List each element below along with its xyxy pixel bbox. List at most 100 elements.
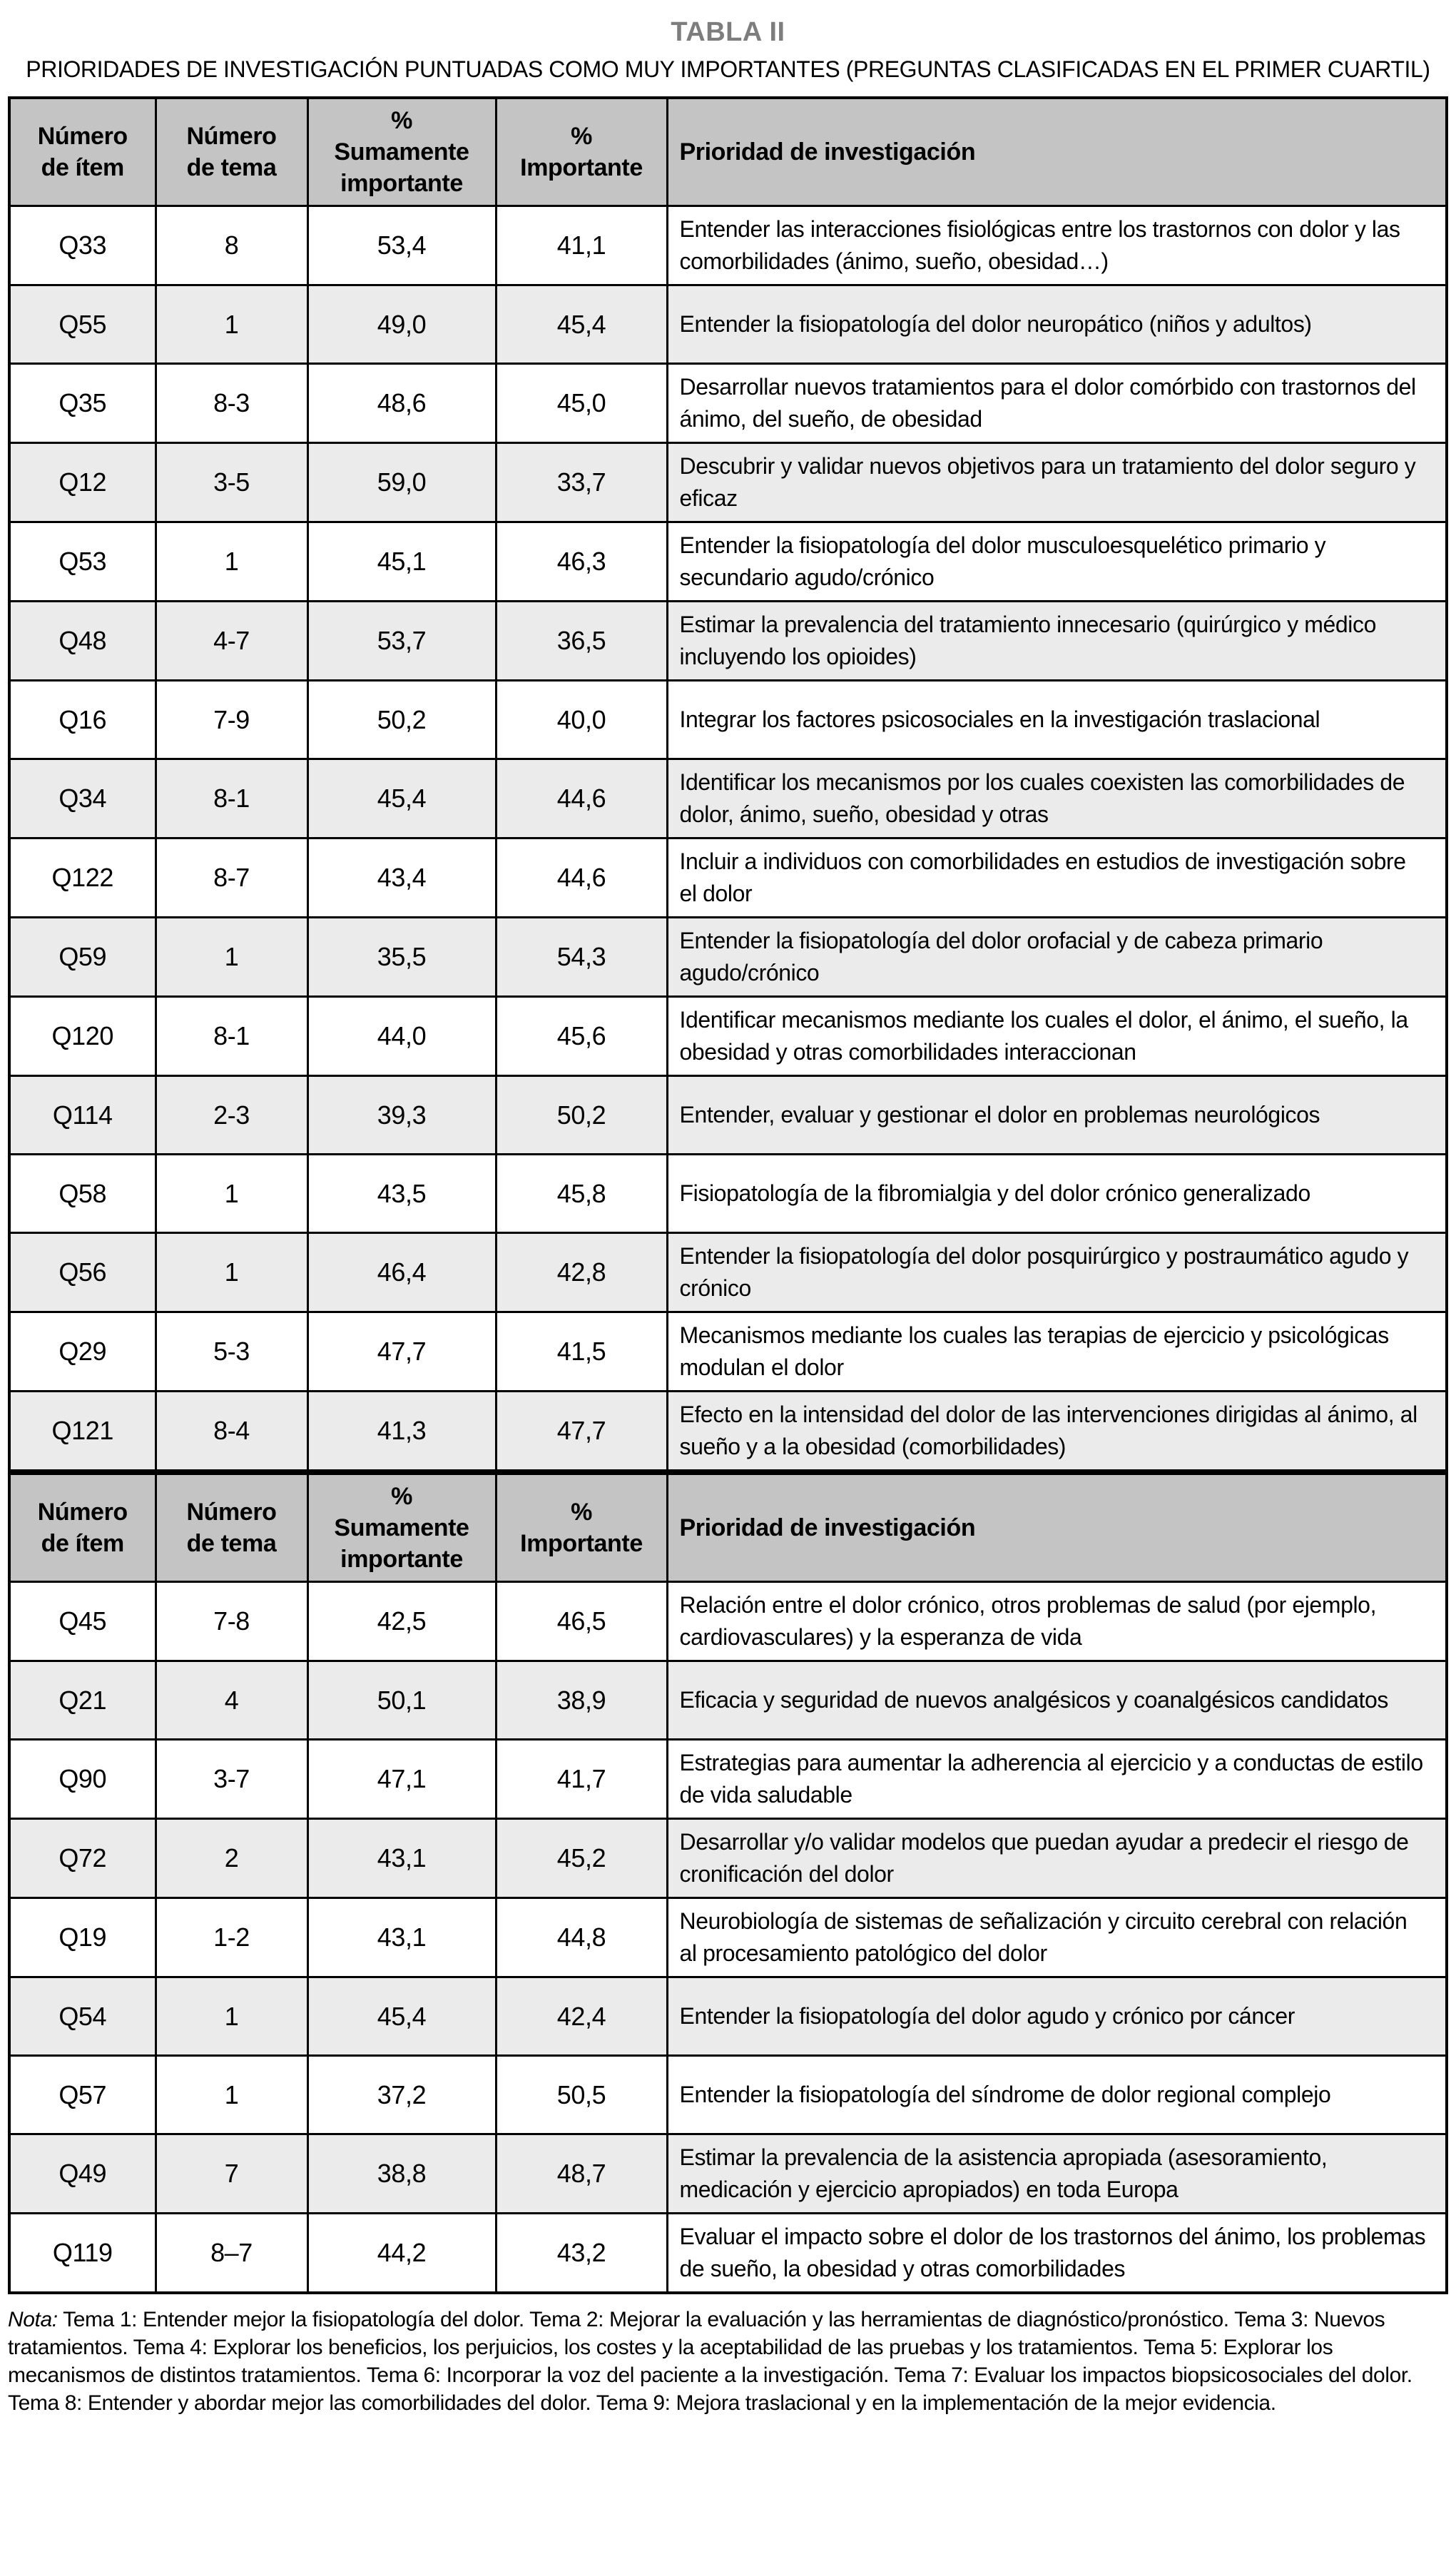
cell-importante: 50,5 [494, 2054, 668, 2135]
cell-importante: 40,0 [494, 679, 668, 760]
cell-importante: 41,7 [494, 1738, 668, 1820]
cell-tema: 1 [154, 1153, 309, 1234]
table-row: Q21 4 50,1 38,9 Eficacia y seguridad de nuev… [8, 1660, 1448, 1740]
column-header-tema: Número de tema [154, 1469, 309, 1583]
cell-item: Q53 [8, 521, 157, 602]
cell-item: Q21 [8, 1660, 157, 1740]
cell-importante: 44,6 [494, 758, 668, 839]
table-title: TABLA II [671, 17, 785, 47]
cell-sumamente: 45,1 [306, 521, 497, 602]
cell-importante: 45,8 [494, 1153, 668, 1234]
cell-prioridad: Fisiopatología de la fibromialgia y del … [666, 1153, 1448, 1234]
cell-item: Q45 [8, 1581, 157, 1662]
table-row: Q16 7-9 50,2 40,0 Integrar los factores psic… [8, 679, 1448, 760]
cell-item: Q57 [8, 2054, 157, 2135]
table-row: Q57 1 37,2 50,5 Entender la fisiopatología d… [8, 2054, 1448, 2135]
footnote: Nota: Tema 1: Entender mejor la fisiopat… [8, 2306, 1448, 2417]
cell-importante: 46,5 [494, 1581, 668, 1662]
cell-item: Q35 [8, 363, 157, 444]
cell-item: Q90 [8, 1738, 157, 1820]
cell-tema: 1 [154, 1976, 309, 2057]
cell-tema: 8 [154, 205, 309, 286]
cell-sumamente: 50,1 [306, 1660, 497, 1740]
cell-sumamente: 50,2 [306, 679, 497, 760]
table-row: Q29 5-3 47,7 41,5 Mecanismos mediante los cu… [8, 1311, 1448, 1392]
cell-sumamente: 48,6 [306, 363, 497, 444]
table-row: Q48 4-7 53,7 36,5 Estimar la prevalencia del… [8, 600, 1448, 681]
cell-importante: 46,3 [494, 521, 668, 602]
cell-sumamente: 37,2 [306, 2054, 497, 2135]
cell-item: Q48 [8, 600, 157, 681]
cell-item: Q34 [8, 758, 157, 839]
cell-sumamente: 41,3 [306, 1390, 497, 1474]
cell-item: Q122 [8, 837, 157, 918]
table-row: Q122 8-7 43,4 44,6 Incluir a individuos con … [8, 837, 1448, 918]
cell-prioridad: Entender la fisiopatología del dolor agu… [666, 1976, 1448, 2057]
cell-sumamente: 43,5 [306, 1153, 497, 1234]
table-row: Q54 1 45,4 42,4 Entender la fisiopatología d… [8, 1976, 1448, 2057]
cell-importante: 44,8 [494, 1897, 668, 1978]
cell-sumamente: 44,2 [306, 2212, 497, 2294]
cell-tema: 1 [154, 916, 309, 998]
cell-prioridad: Desarrollar y/o validar modelos que pued… [666, 1818, 1448, 1899]
cell-sumamente: 44,0 [306, 995, 497, 1077]
cell-importante: 45,4 [494, 284, 668, 365]
cell-prioridad: Eficacia y seguridad de nuevos analgésic… [666, 1660, 1448, 1740]
cell-prioridad: Identificar mecanismos mediante los cual… [666, 995, 1448, 1077]
cell-importante: 47,7 [494, 1390, 668, 1474]
page: TABLA II PRIORIDADES DE INVESTIGACIÓN PU… [8, 17, 1448, 2417]
cell-prioridad: Estrategias para aumentar la adherencia … [666, 1738, 1448, 1820]
cell-tema: 7-8 [154, 1581, 309, 1662]
cell-tema: 2 [154, 1818, 309, 1899]
cell-sumamente: 43,1 [306, 1818, 497, 1899]
cell-importante: 44,6 [494, 837, 668, 918]
column-header-item: Número de ítem [8, 1469, 157, 1583]
cell-importante: 45,2 [494, 1818, 668, 1899]
table-row: Q45 7-8 42,5 46,5 Relación entre el dolor cr… [8, 1581, 1448, 1662]
cell-item: Q49 [8, 2133, 157, 2214]
cell-importante: 50,2 [494, 1075, 668, 1155]
table-row: Q12 3-5 59,0 33,7 Descubrir y validar nuevos… [8, 442, 1448, 523]
cell-prioridad: Descubrir y validar nuevos objetivos par… [666, 442, 1448, 523]
cell-importante: 41,5 [494, 1311, 668, 1392]
cell-sumamente: 47,1 [306, 1738, 497, 1820]
cell-prioridad: Entender la fisiopatología del síndrome … [666, 2054, 1448, 2135]
cell-item: Q119 [8, 2212, 157, 2294]
cell-tema: 1 [154, 284, 309, 365]
cell-prioridad: Desarrollar nuevos tratamientos para el … [666, 363, 1448, 444]
table-row: Q35 8-3 48,6 45,0 Desarrollar nuevos tratami… [8, 363, 1448, 444]
cell-item: Q29 [8, 1311, 157, 1392]
column-header-sumamente: % Sumamente importante [306, 96, 497, 207]
cell-sumamente: 45,4 [306, 758, 497, 839]
cell-item: Q55 [8, 284, 157, 365]
table-row: Q33 8 53,4 41,1 Entender las interacciones f… [8, 205, 1448, 286]
cell-item: Q12 [8, 442, 157, 523]
cell-prioridad: Entender la fisiopatología del dolor neu… [666, 284, 1448, 365]
cell-prioridad: Entender la fisiopatología del dolor mus… [666, 521, 1448, 602]
cell-item: Q120 [8, 995, 157, 1077]
table-row: Q121 8-4 41,3 47,7 Efecto en la intensidad d… [8, 1390, 1448, 1474]
cell-item: Q72 [8, 1818, 157, 1899]
cell-tema: 8-3 [154, 363, 309, 444]
cell-tema: 5-3 [154, 1311, 309, 1392]
cell-importante: 48,7 [494, 2133, 668, 2214]
cell-item: Q58 [8, 1153, 157, 1234]
cell-importante: 41,1 [494, 205, 668, 286]
cell-item: Q33 [8, 205, 157, 286]
table-row: Q119 8–7 44,2 43,2 Evaluar el impacto sobre … [8, 2212, 1448, 2294]
footnote-label: Nota: [8, 2308, 58, 2331]
cell-prioridad: Entender las interacciones fisiológicas … [666, 205, 1448, 286]
cell-prioridad: Mecanismos mediante los cuales las terap… [666, 1311, 1448, 1392]
cell-importante: 38,9 [494, 1660, 668, 1740]
cell-prioridad: Estimar la prevalencia del tratamiento i… [666, 600, 1448, 681]
table-row: Q56 1 46,4 42,8 Entender la fisiopatología d… [8, 1232, 1448, 1313]
cell-tema: 7 [154, 2133, 309, 2214]
table-row: Q55 1 49,0 45,4 Entender la fisiopatología d… [8, 284, 1448, 365]
cell-importante: 36,5 [494, 600, 668, 681]
cell-item: Q19 [8, 1897, 157, 1978]
header-row: Número de ítem Número de tema% Sumamente impo… [8, 1469, 1448, 1583]
cell-importante: 42,4 [494, 1976, 668, 2057]
cell-tema: 4 [154, 1660, 309, 1740]
cell-prioridad: Entender la fisiopatología del dolor pos… [666, 1232, 1448, 1313]
cell-item: Q121 [8, 1390, 157, 1474]
